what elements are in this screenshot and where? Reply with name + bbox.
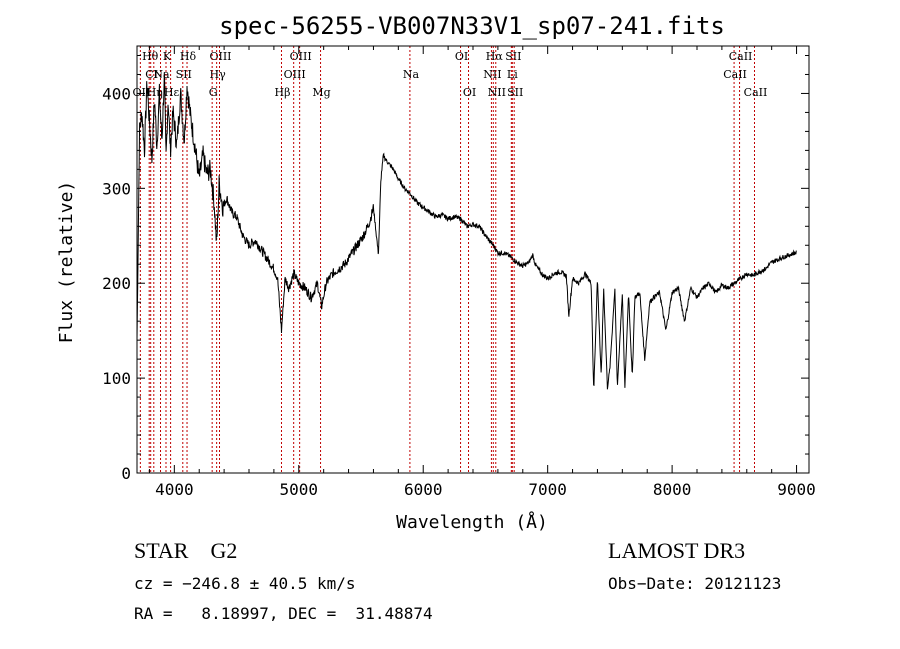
y-tick-label: 400 bbox=[102, 84, 131, 103]
line-label-0: Hθ bbox=[142, 50, 159, 63]
x-tick-label: 4000 bbox=[155, 480, 194, 499]
line-label-15: Mg bbox=[312, 86, 330, 99]
line-label-26: CaII bbox=[729, 50, 753, 63]
line-label-18: OI bbox=[463, 86, 476, 99]
x-tick-label: 9000 bbox=[777, 480, 816, 499]
y-tick-label: 0 bbox=[121, 464, 131, 483]
x-tick-label: 8000 bbox=[653, 480, 692, 499]
line-label-7: SII bbox=[176, 68, 192, 81]
axis-ticks bbox=[137, 46, 809, 474]
y-tick-label: 100 bbox=[102, 369, 131, 388]
line-label-21: NII bbox=[488, 86, 506, 99]
ra-dec-coordinates: RA = 8.18997, DEC = 31.48874 bbox=[134, 604, 433, 623]
line-label-9: OIII bbox=[209, 50, 231, 63]
chart-title: spec-56255-VB007N33V1_sp07-241.fits bbox=[219, 12, 725, 40]
x-tick-labels: 4000 5000 6000 7000 8000 9000 bbox=[155, 480, 816, 499]
line-label-5: K bbox=[163, 50, 172, 63]
y-tick-label: 300 bbox=[102, 179, 131, 198]
line-label-13: OIII bbox=[284, 68, 306, 81]
line-label-10: Hγ bbox=[210, 68, 227, 81]
x-tick-label: 5000 bbox=[280, 480, 319, 499]
spectrum-series bbox=[136, 72, 797, 390]
y-axis-label: Flux (relative) bbox=[56, 181, 77, 344]
line-label-20: NII bbox=[483, 68, 501, 81]
line-label-1: CI bbox=[145, 68, 158, 81]
redshift-cz: cz = −246.8 ± 40.5 km/s bbox=[134, 574, 356, 593]
plot-frame bbox=[136, 45, 810, 474]
line-label-25: CaII bbox=[723, 68, 747, 81]
x-tick-label: 6000 bbox=[404, 480, 443, 499]
spectrum-line bbox=[136, 72, 797, 390]
survey-name: LAMOST DR3 bbox=[608, 538, 746, 563]
line-label-14: Hβ bbox=[275, 86, 291, 99]
observation-date: Obs−Date: 20121123 bbox=[608, 574, 782, 593]
line-label-22: SII bbox=[505, 50, 521, 63]
line-label-8: Hδ bbox=[180, 50, 197, 63]
line-label-19: Hα bbox=[486, 50, 504, 63]
line-label-12: OIII bbox=[290, 50, 312, 63]
y-tick-label: 200 bbox=[102, 274, 131, 293]
line-label-17: OI bbox=[455, 50, 468, 63]
line-label-27: CaII bbox=[744, 86, 768, 99]
line-label-11: G bbox=[209, 86, 218, 99]
line-label-6: Hε bbox=[164, 86, 180, 99]
line-label-24: SII bbox=[507, 86, 523, 99]
line-label-4: Na bbox=[153, 68, 170, 81]
y-tick-labels: 0 100 200 300 400 bbox=[102, 84, 131, 483]
line-label-23: Li bbox=[507, 68, 518, 81]
x-axis-label: Wavelength (Å) bbox=[396, 511, 548, 533]
object-class: STAR G2 bbox=[134, 538, 238, 563]
x-tick-label: 7000 bbox=[528, 480, 567, 499]
line-label-16: Na bbox=[403, 68, 420, 81]
